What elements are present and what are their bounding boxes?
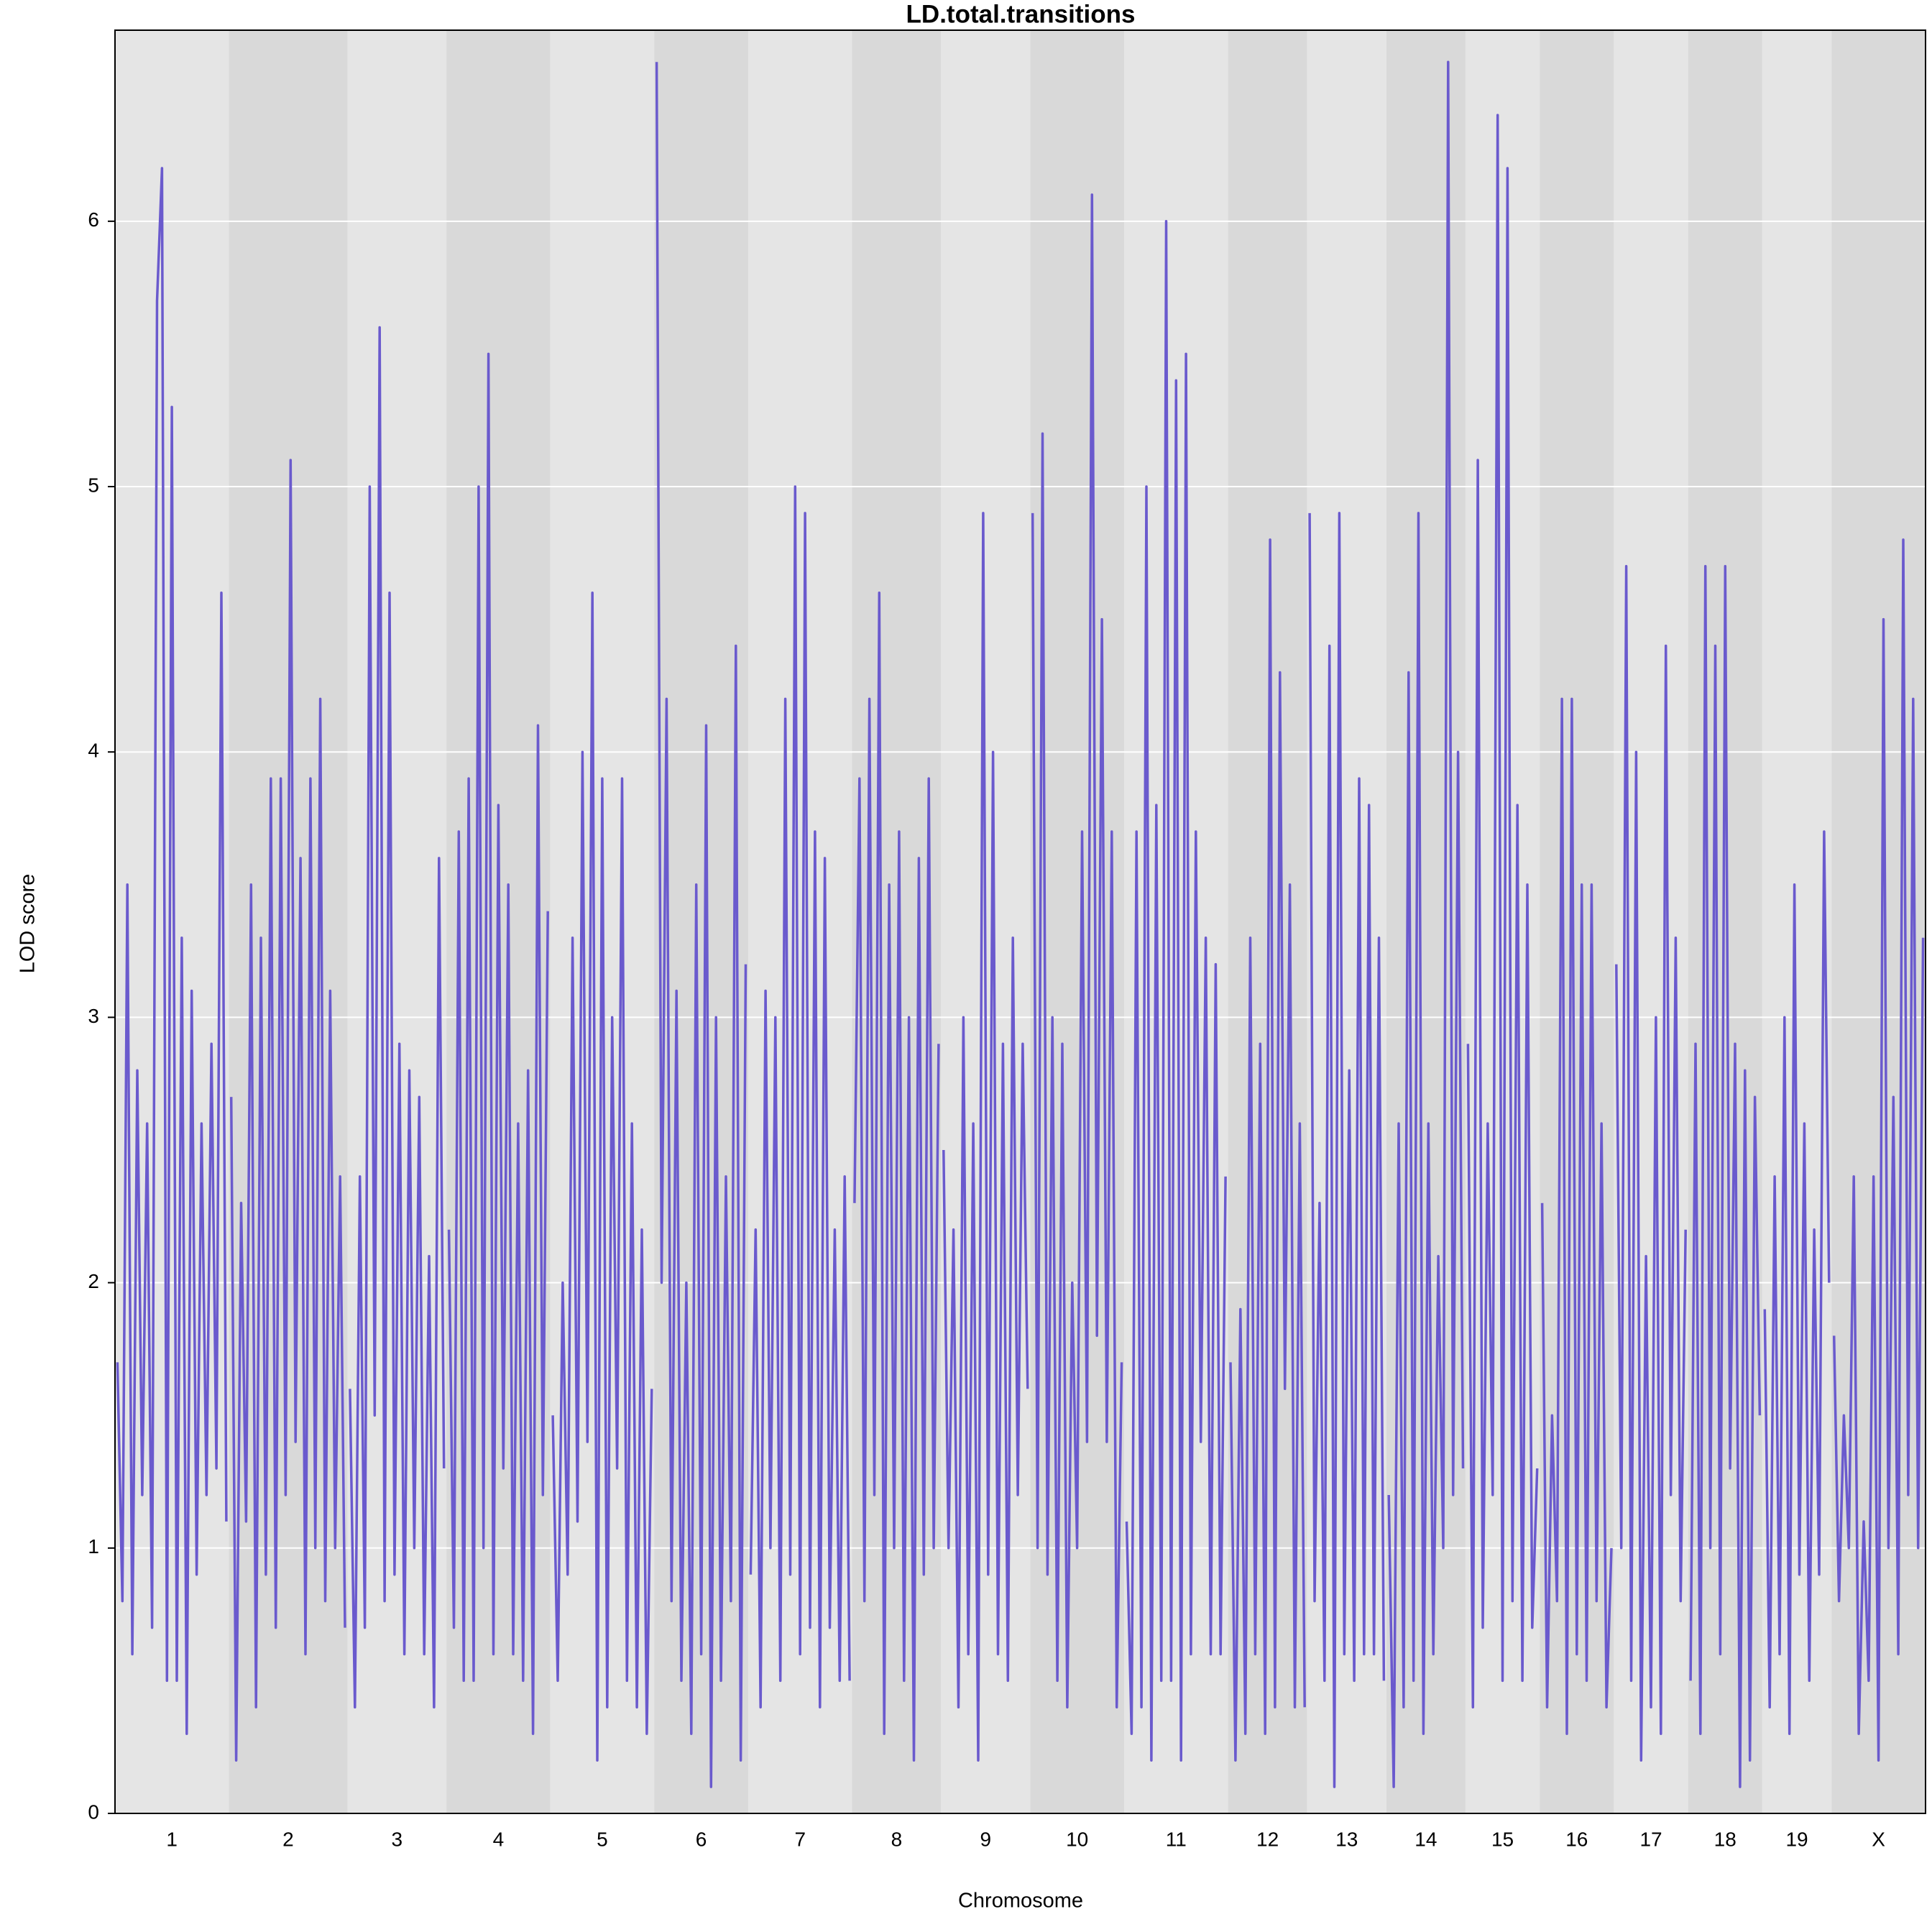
y-tick-label: 4 xyxy=(88,740,99,762)
bands xyxy=(115,30,1926,1813)
x-tick-label: 13 xyxy=(1335,1828,1358,1850)
x-tick-label: 2 xyxy=(282,1828,294,1850)
x-tick-label: 11 xyxy=(1166,1828,1187,1850)
x-tick-label: 12 xyxy=(1256,1828,1279,1850)
x-tick-label: 4 xyxy=(493,1828,505,1850)
x-tick-label: 6 xyxy=(696,1828,707,1850)
y-axis-label: LOD score xyxy=(17,874,40,974)
lod-line xyxy=(749,485,851,1709)
x-tick-label: 8 xyxy=(891,1828,903,1850)
x-tick-label: X xyxy=(1872,1828,1885,1850)
lines xyxy=(116,60,1925,1788)
lod-line xyxy=(1689,565,1762,1788)
x-tick-label: 7 xyxy=(794,1828,806,1850)
chart-title: LD.total.transitions xyxy=(906,0,1136,28)
lod-line xyxy=(942,512,1029,1762)
x-tick-label: 5 xyxy=(597,1828,608,1850)
x-tick-label: 1 xyxy=(166,1828,178,1850)
chromosome-band xyxy=(1614,30,1688,1813)
lod-line xyxy=(1031,193,1123,1709)
y-tick-label: 0 xyxy=(88,1800,99,1823)
lod-line xyxy=(1125,220,1227,1762)
lod-line xyxy=(229,459,346,1762)
lod-line xyxy=(1466,114,1539,1709)
lod-line xyxy=(1308,512,1386,1788)
lod-line xyxy=(551,591,653,1762)
x-tick-label: 15 xyxy=(1491,1828,1514,1850)
x-tick-label: 19 xyxy=(1785,1828,1808,1850)
x-tick-label: 9 xyxy=(980,1828,992,1850)
x-tick-label: 18 xyxy=(1714,1828,1736,1850)
lod-line xyxy=(1615,565,1687,1762)
lod-line xyxy=(655,62,748,1788)
lod-line xyxy=(853,591,940,1762)
lod-line xyxy=(1387,60,1465,1788)
lod-line xyxy=(447,352,549,1735)
x-tick-label: 3 xyxy=(392,1828,403,1850)
y-tick-label: 6 xyxy=(88,208,99,231)
lod-line xyxy=(349,326,446,1709)
x-axis-label: Chromosome xyxy=(958,1890,1083,1913)
x-tick-label: 10 xyxy=(1066,1828,1088,1850)
y-tick-label: 1 xyxy=(88,1535,99,1558)
y-tick-label: 5 xyxy=(88,474,99,496)
lod-line xyxy=(1540,697,1613,1735)
y-tick-label: 3 xyxy=(88,1005,99,1027)
x-tick-label: 16 xyxy=(1565,1828,1588,1850)
plot-frame xyxy=(114,29,1926,1814)
x-tick-label: 14 xyxy=(1414,1828,1437,1850)
lod-line xyxy=(1229,538,1306,1762)
lod-line xyxy=(1832,538,1925,1762)
x-tick-label: 17 xyxy=(1639,1828,1662,1850)
chromosome-band xyxy=(852,30,942,1813)
chromosome-band xyxy=(1762,30,1832,1813)
lod-line xyxy=(1763,830,1831,1735)
y-tick-label: 2 xyxy=(88,1270,99,1292)
lod-line xyxy=(116,167,228,1735)
